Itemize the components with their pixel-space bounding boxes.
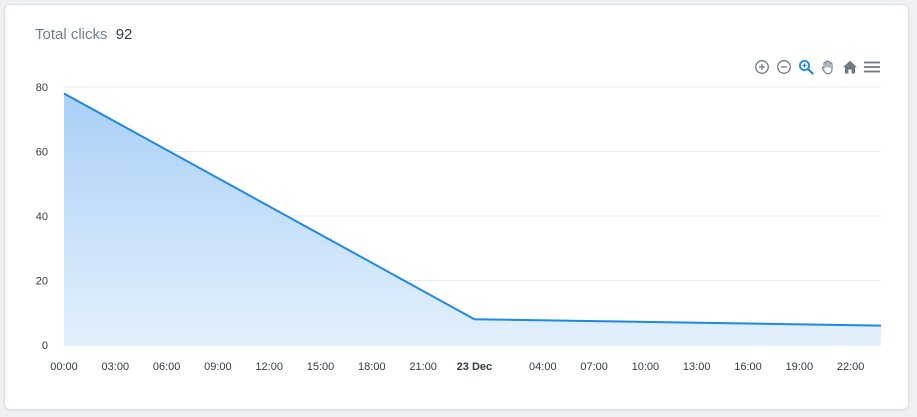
series-area bbox=[64, 93, 881, 345]
x-tick-label: 18:00 bbox=[358, 361, 386, 373]
x-tick-label: 16:00 bbox=[734, 361, 762, 373]
total-clicks-value: 92 bbox=[115, 26, 133, 43]
chart-toolbar bbox=[752, 57, 882, 77]
x-tick-label: 22:00 bbox=[837, 361, 865, 373]
menu-icon[interactable] bbox=[862, 57, 882, 77]
x-tick-label: 07:00 bbox=[580, 361, 608, 373]
y-tick-label: 0 bbox=[42, 340, 48, 352]
x-tick-label: 15:00 bbox=[307, 361, 335, 373]
chart-header: Total clicks 92 bbox=[35, 25, 132, 45]
home-icon[interactable] bbox=[840, 57, 860, 77]
x-tick-label: 19:00 bbox=[786, 361, 814, 373]
x-tick-label: 23 Dec bbox=[457, 361, 492, 373]
total-clicks-label: Total clicks bbox=[35, 26, 108, 43]
x-tick-label: 10:00 bbox=[632, 361, 660, 373]
x-tick-label: 06:00 bbox=[153, 361, 181, 373]
x-tick-label: 09:00 bbox=[204, 361, 232, 373]
y-tick-label: 20 bbox=[36, 276, 48, 288]
x-tick-label: 13:00 bbox=[683, 361, 711, 373]
selection-zoom-icon[interactable] bbox=[796, 57, 816, 77]
series-line bbox=[63, 92, 882, 327]
x-tick-label: 00:00 bbox=[50, 361, 78, 373]
zoom-out-icon[interactable] bbox=[774, 57, 794, 77]
x-tick-label: 03:00 bbox=[102, 361, 130, 373]
y-tick-label: 40 bbox=[36, 211, 48, 223]
pan-hand-icon[interactable] bbox=[818, 57, 838, 77]
x-tick-label: 21:00 bbox=[409, 361, 437, 373]
y-tick-label: 80 bbox=[36, 82, 48, 94]
x-tick-label: 12:00 bbox=[255, 361, 283, 373]
y-tick-label: 60 bbox=[36, 147, 48, 159]
zoom-in-icon[interactable] bbox=[752, 57, 772, 77]
x-tick-label: 04:00 bbox=[529, 361, 557, 373]
